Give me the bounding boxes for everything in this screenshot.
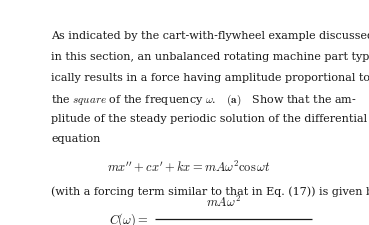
- Text: $mA\omega^2$: $mA\omega^2$: [206, 194, 241, 209]
- Text: ically results in a force having amplitude proportional to: ically results in a force having amplitu…: [51, 72, 369, 82]
- Text: $C(\omega) =$: $C(\omega) =$: [110, 210, 149, 225]
- Text: (with a forcing term similar to that in Eq. (17)) is given by: (with a forcing term similar to that in …: [51, 186, 369, 197]
- Text: plitude of the steady periodic solution of the differential: plitude of the steady periodic solution …: [51, 113, 368, 123]
- Text: equation: equation: [51, 134, 101, 144]
- Text: As indicated by the cart-with-flywheel example discussed: As indicated by the cart-with-flywheel e…: [51, 31, 369, 41]
- Text: in this section, an unbalanced rotating machine part typ-: in this section, an unbalanced rotating …: [51, 52, 369, 62]
- Text: $mx'' + cx' + kx = mA\omega^2 \cos\omega t$: $mx'' + cx' + kx = mA\omega^2 \cos\omega…: [107, 158, 271, 174]
- Text: the $\mathit{square}$ of the frequency $\omega$.  $\mathbf{(a)}$  Show that the : the $\mathit{square}$ of the frequency $…: [51, 93, 357, 108]
